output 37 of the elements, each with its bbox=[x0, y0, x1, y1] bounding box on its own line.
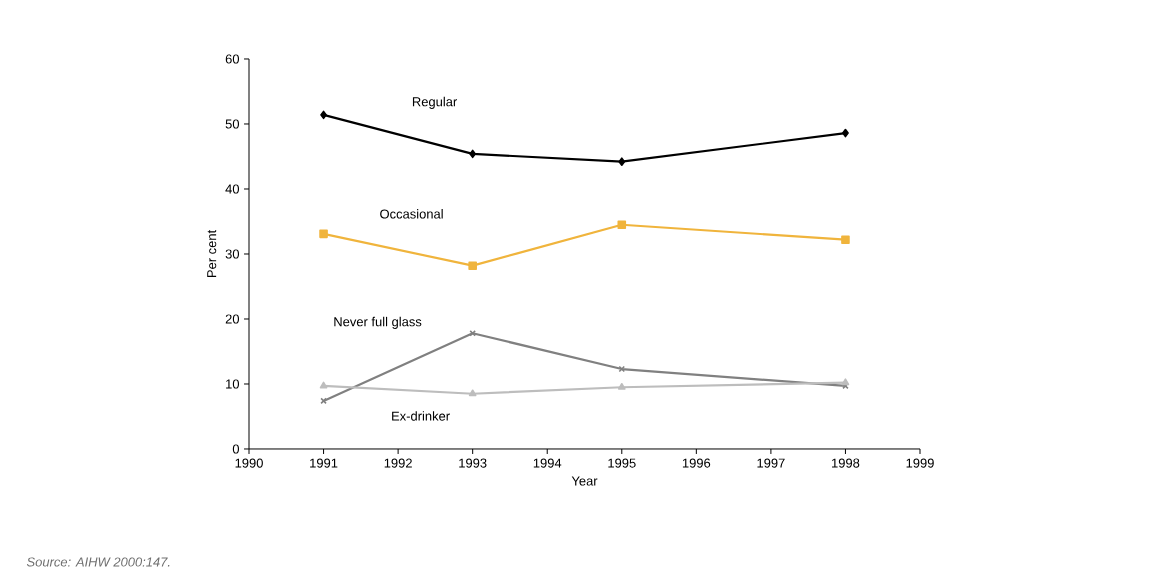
text: Occasional bbox=[380, 209, 443, 219]
point bbox=[841, 235, 850, 244]
point bbox=[468, 261, 477, 270]
point bbox=[618, 157, 626, 166]
x-axis-title: Year bbox=[571, 476, 598, 486]
y-tick-label: 30 bbox=[225, 249, 240, 259]
point bbox=[468, 389, 477, 397]
source-note: Source: AIHW 2000:147. bbox=[26, 557, 170, 567]
series-label: Ex-drinker bbox=[392, 411, 450, 421]
point bbox=[841, 378, 850, 386]
x-tick-label: 1997 bbox=[757, 458, 785, 468]
x-tick-label: 1990 bbox=[235, 458, 263, 468]
point bbox=[319, 229, 328, 239]
point bbox=[617, 220, 627, 230]
point bbox=[469, 149, 477, 159]
point bbox=[319, 381, 328, 389]
x-tick-label: 1991 bbox=[310, 458, 338, 468]
x-tick-label: 1999 bbox=[906, 458, 934, 468]
x-tick-label: 1993 bbox=[459, 458, 487, 468]
x-tick-label: 1994 bbox=[533, 458, 562, 468]
y-axis-title: Per cent bbox=[207, 229, 217, 278]
x-tick-label: 1995 bbox=[608, 458, 636, 468]
x-tick-label: 1992 bbox=[384, 458, 412, 468]
point bbox=[469, 330, 476, 337]
y-tick-label: 20 bbox=[225, 314, 240, 324]
y-tick-label: 50 bbox=[225, 119, 240, 129]
point bbox=[320, 110, 327, 120]
x-tick-label: 1998 bbox=[832, 458, 860, 468]
text: Regular bbox=[412, 96, 458, 109]
y-tick-label: 40 bbox=[225, 184, 240, 194]
y-tick-label: 10 bbox=[226, 379, 240, 389]
point bbox=[842, 128, 849, 138]
x-tick-label: 1996 bbox=[682, 458, 711, 468]
series-label: Never full glass bbox=[334, 316, 422, 329]
y-tick-label: 60 bbox=[225, 54, 240, 64]
point bbox=[617, 382, 626, 390]
y-tick-label: 0 bbox=[232, 444, 240, 454]
